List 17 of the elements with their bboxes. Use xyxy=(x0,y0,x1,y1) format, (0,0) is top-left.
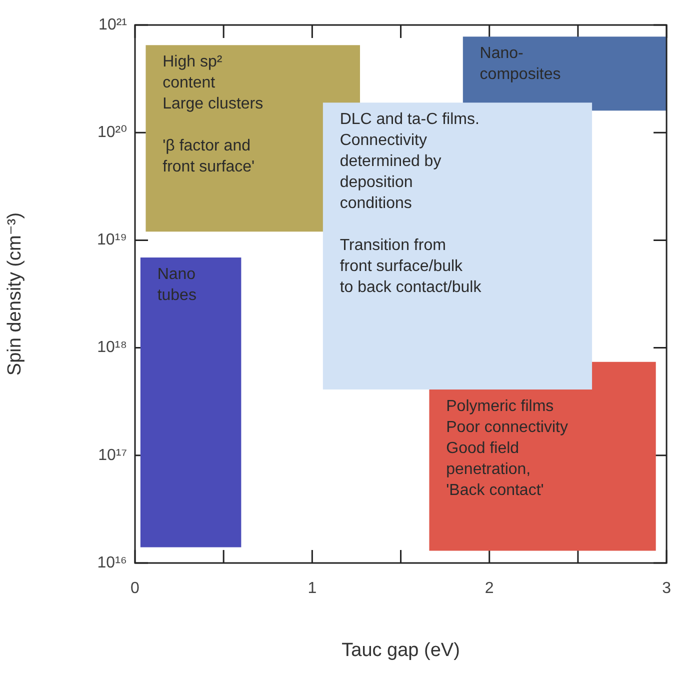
annotation: Nano tubes xyxy=(157,266,196,304)
x-tick-label: 0 xyxy=(130,580,140,598)
annotation: Polymeric films Poor connectivity Good field penetration, 'Back contact' xyxy=(446,398,568,499)
y-tick-label: 10¹⁹ xyxy=(97,232,127,249)
y-tick-label: 10¹⁷ xyxy=(98,446,128,464)
y-tick-label: 10²¹ xyxy=(98,16,127,34)
text: High sp² content Large clusters 'β factor and front surface' xyxy=(162,54,264,176)
y-tick-label: 10¹⁶ xyxy=(97,554,127,572)
y-axis-title: Spin density (cm⁻³) xyxy=(4,212,26,376)
text: DLC and ta-C films. Connectivity determined by deposition conditions Transition from front surface/bulk to back contact/bulk xyxy=(340,111,482,296)
y-tick-label: 10¹⁸ xyxy=(97,339,127,356)
x-tick-label: 3 xyxy=(662,580,672,598)
x-tick-label: 2 xyxy=(484,580,494,598)
annotation: Nano- composites xyxy=(480,45,561,84)
x-axis-title: Tauc gap (eV) xyxy=(342,640,460,661)
x-tick-label: 1 xyxy=(308,580,317,598)
y-tick-label: 10²⁰ xyxy=(97,124,127,142)
